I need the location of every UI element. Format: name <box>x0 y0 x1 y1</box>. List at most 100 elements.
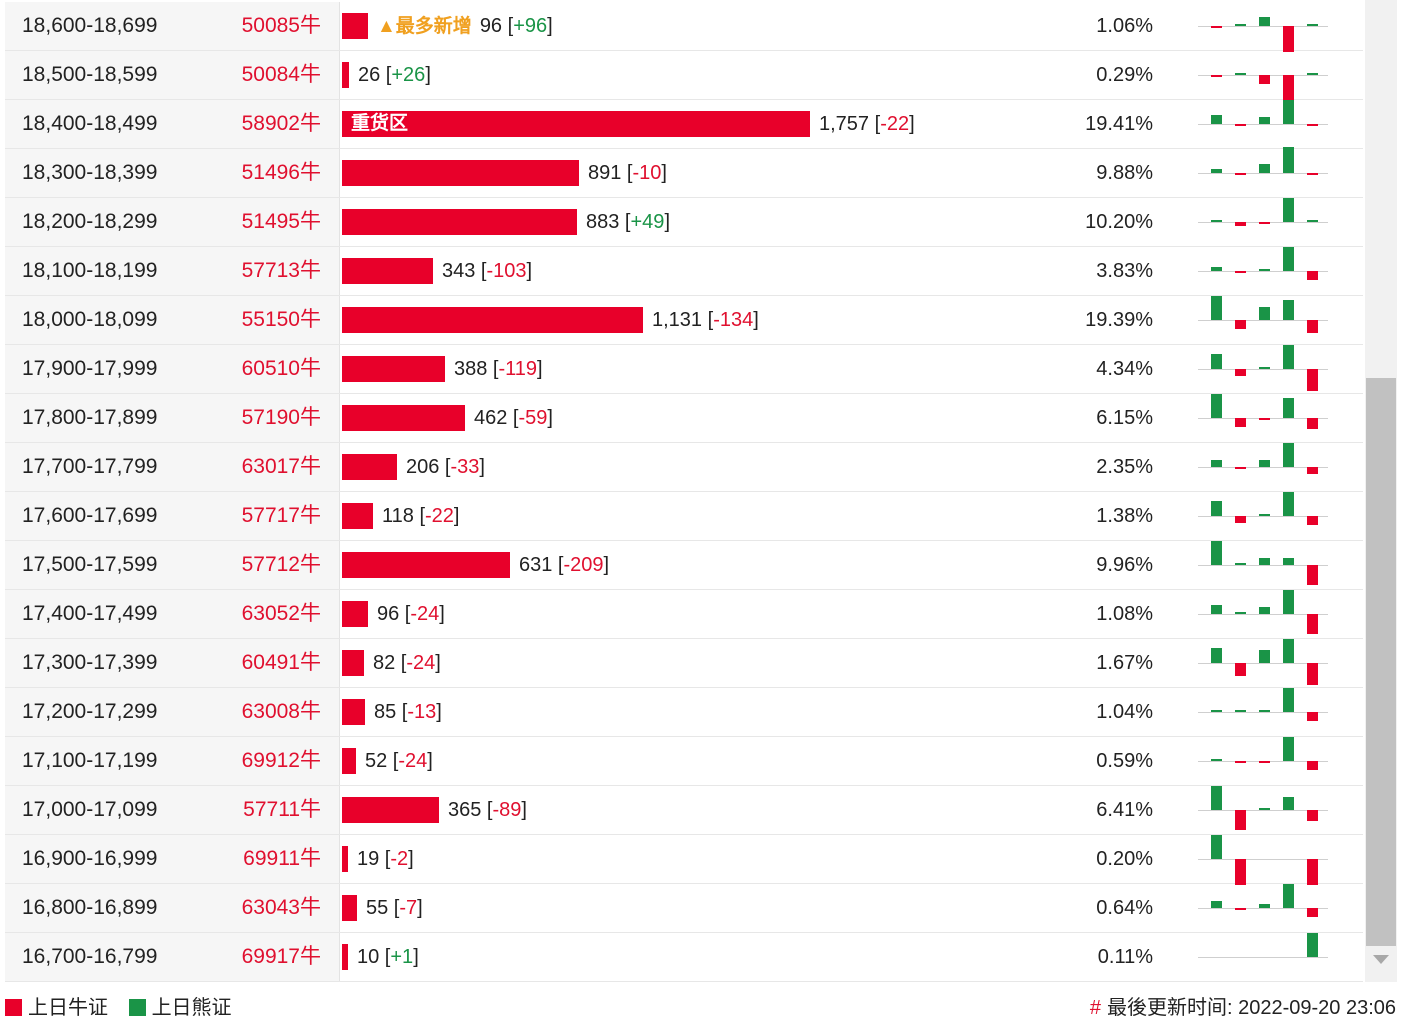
percentage: 1.38% <box>1096 505 1153 527</box>
sparkline-bear-bar <box>1259 307 1270 320</box>
percentage: 9.96% <box>1096 554 1153 576</box>
sparkline-bull-bar <box>1259 418 1270 420</box>
vertical-scrollbar[interactable] <box>1365 0 1397 982</box>
warrant-code-link[interactable]: 63052牛 <box>212 590 340 638</box>
warrant-code-link[interactable]: 63043牛 <box>212 884 340 932</box>
trend-sparkline <box>1198 688 1328 736</box>
bear-swatch-icon <box>128 999 146 1016</box>
warrant-code-link[interactable]: 60510牛 <box>212 345 340 393</box>
price-range: 17,600-17,699 <box>5 492 212 540</box>
sparkline-bull-bar <box>1211 75 1222 77</box>
sparkline-baseline <box>1198 271 1328 272</box>
warrant-code-link[interactable]: 63017牛 <box>212 443 340 491</box>
percentage: 6.41% <box>1096 799 1153 821</box>
warrant-code-link[interactable]: 57712牛 <box>212 541 340 589</box>
table-row: 17,700-17,799 63017牛 206 [-33] 2.35% <box>5 443 1363 492</box>
sparkline-bear-bar <box>1259 460 1270 467</box>
sparkline-bear-bar <box>1211 901 1222 908</box>
table-row: 17,100-17,199 69912牛 52 [-24] 0.59% <box>5 737 1363 786</box>
volume-change: -134 <box>713 309 754 331</box>
sparkline-bear-bar <box>1283 737 1294 761</box>
warrant-code-link[interactable]: 58902牛 <box>212 100 340 148</box>
warrant-code-link[interactable]: 69912牛 <box>212 737 340 785</box>
sparkline-bear-bar <box>1235 563 1246 565</box>
sparkline-bear-bar <box>1283 884 1294 908</box>
percentage: 6.15% <box>1096 407 1153 429</box>
warrant-code-link[interactable]: 57713牛 <box>212 247 340 295</box>
volume-count: 118 <box>382 505 414 527</box>
price-range: 18,300-18,399 <box>5 149 212 197</box>
sparkline-bull-bar <box>1259 75 1270 84</box>
volume-info: 10 [+1] <box>357 946 419 968</box>
volume-count: 343 <box>442 260 476 282</box>
volume-info: 26 [+26] <box>358 64 431 86</box>
sparkline-bear-bar <box>1211 605 1222 614</box>
warrant-code-link[interactable]: 57711牛 <box>212 786 340 834</box>
volume-count: 631 <box>519 554 553 576</box>
volume-change: -89 <box>492 799 522 821</box>
price-range: 17,300-17,399 <box>5 639 212 687</box>
sparkline-bear-bar <box>1259 650 1270 663</box>
volume-bar <box>342 454 397 480</box>
sparkline-bear-bar <box>1259 904 1270 908</box>
warrant-code-link[interactable]: 60491牛 <box>212 639 340 687</box>
volume-change: -119 <box>498 358 538 380</box>
warrant-code-link[interactable]: 50085牛 <box>212 2 340 50</box>
table-row: 17,000-17,099 57711牛 365 [-89] 6.41% <box>5 786 1363 835</box>
table-row: 16,800-16,899 63043牛 55 [-7] 0.64% <box>5 884 1363 933</box>
warrant-code-link[interactable]: 50084牛 <box>212 51 340 99</box>
sparkline-baseline <box>1198 369 1328 370</box>
volume-count: 206 <box>406 456 440 478</box>
percentage: 1.08% <box>1096 603 1153 625</box>
sparkline-bull-bar <box>1235 810 1246 830</box>
percentage: 3.83% <box>1096 260 1153 282</box>
warrant-code-link[interactable]: 55150牛 <box>212 296 340 344</box>
table-row: 17,600-17,699 57717牛 118 [-22] 1.38% <box>5 492 1363 541</box>
volume-bar <box>342 13 368 39</box>
heavy-zone-label: 重货区 <box>351 113 409 134</box>
trend-sparkline <box>1198 835 1328 885</box>
scroll-down-arrow-icon[interactable] <box>1373 955 1389 964</box>
sparkline-bear-bar <box>1259 514 1270 516</box>
volume-change: +1 <box>390 946 414 968</box>
volume-info: 1,757 [-22] <box>819 113 915 135</box>
volume-count: 82 <box>373 652 396 674</box>
volume-change: -22 <box>880 113 910 135</box>
sparkline-bull-bar <box>1235 271 1246 273</box>
warrant-code-link[interactable]: 57717牛 <box>212 492 340 540</box>
volume-count: 26 <box>358 64 381 86</box>
volume-bar <box>342 895 357 921</box>
price-range: 17,100-17,199 <box>5 737 212 785</box>
sparkline-bull-bar <box>1283 75 1294 101</box>
percentage: 0.64% <box>1096 897 1153 919</box>
table-row: 18,600-18,699 50085牛 ▲最多新增 96 [+96] 1.06% <box>5 2 1363 52</box>
volume-info: 891 [-10] <box>588 162 667 184</box>
volume-info: 365 [-89] <box>448 799 527 821</box>
warrant-code-link[interactable]: 69917牛 <box>212 933 340 981</box>
percentage: 19.41% <box>1085 113 1153 135</box>
volume-bar <box>342 846 348 872</box>
sparkline-bear-bar <box>1259 710 1270 712</box>
scrollbar-thumb[interactable] <box>1366 378 1396 946</box>
sparkline-bear-bar <box>1211 648 1222 663</box>
price-range: 17,800-17,899 <box>5 394 212 442</box>
table-row: 16,700-16,799 69917牛 10 [+1] 0.11% <box>5 933 1363 982</box>
sparkline-bear-bar <box>1283 492 1294 516</box>
warrant-code-link[interactable]: 57190牛 <box>212 394 340 442</box>
warrant-code-link[interactable]: 69911牛 <box>212 835 340 883</box>
sparkline-bear-bar <box>1307 73 1318 75</box>
warrant-code-link[interactable]: 51496牛 <box>212 149 340 197</box>
warrant-code-link[interactable]: 51495牛 <box>212 198 340 246</box>
trend-sparkline <box>1198 737 1328 785</box>
volume-bar <box>342 405 465 431</box>
sparkline-bear-bar <box>1283 198 1294 222</box>
sparkline-baseline <box>1198 614 1328 615</box>
percentage: 0.20% <box>1096 848 1153 870</box>
sparkline-bear-bar <box>1235 73 1246 75</box>
warrant-code-link[interactable]: 63008牛 <box>212 688 340 736</box>
volume-change: -103 <box>486 260 527 282</box>
volume-info: 206 [-33] <box>406 456 485 478</box>
volume-info: ▲最多新增 96 [+96] <box>377 15 553 37</box>
sparkline-bear-bar <box>1283 247 1294 271</box>
table-row: 17,300-17,399 60491牛 82 [-24] 1.67% <box>5 639 1363 688</box>
